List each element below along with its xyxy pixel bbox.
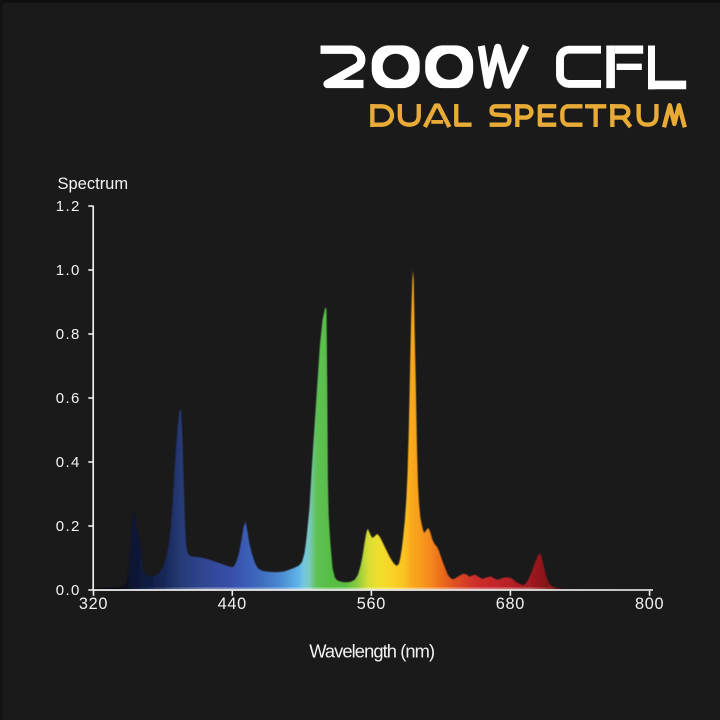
svg-text:0.4: 0.4: [56, 454, 81, 471]
svg-text:680: 680: [496, 595, 525, 613]
svg-text:0.8: 0.8: [56, 326, 81, 343]
svg-text:0.0: 0.0: [56, 582, 81, 599]
svg-text:440: 440: [218, 595, 247, 613]
svg-text:1.0: 1.0: [56, 262, 81, 279]
svg-text:Wavelength (nm): Wavelength (nm): [309, 641, 434, 662]
svg-text:1.2: 1.2: [56, 198, 81, 215]
svg-text:0.6: 0.6: [56, 390, 81, 407]
svg-text:560: 560: [357, 595, 386, 613]
svg-text:Spectrum: Spectrum: [58, 175, 129, 193]
svg-text:800: 800: [635, 595, 664, 613]
svg-text:320: 320: [79, 595, 108, 613]
svg-text:0.2: 0.2: [56, 518, 81, 535]
